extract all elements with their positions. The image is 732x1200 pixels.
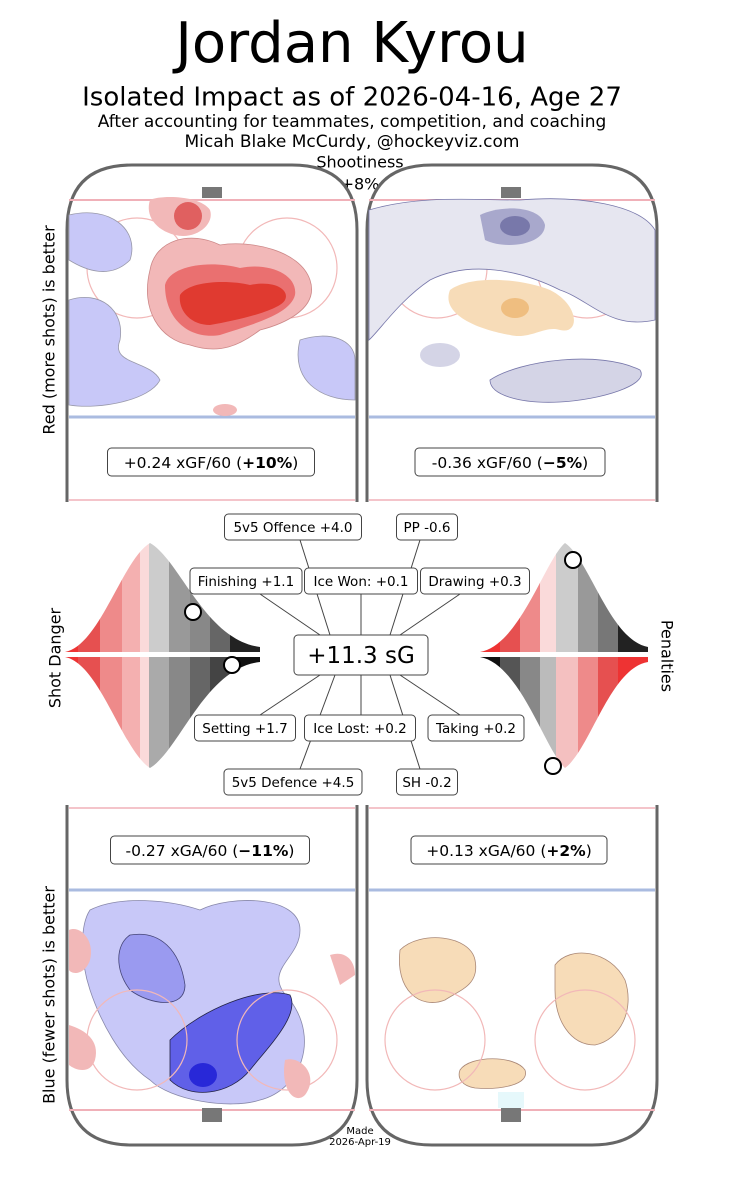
panel-label-box bbox=[410, 835, 608, 865]
component-label-box bbox=[224, 513, 362, 541]
component-label: Taking +0.2 bbox=[435, 721, 516, 737]
total-sg-box bbox=[293, 634, 429, 676]
context: After accounting for teammates, competit… bbox=[98, 112, 607, 132]
rink-offence-left bbox=[65, 163, 359, 502]
component-label-part: Ice Won: +0.1 bbox=[314, 574, 409, 590]
panel-label-part: +2% bbox=[546, 842, 586, 860]
component-label-part: Finishing +1.1 bbox=[198, 574, 294, 590]
component-label: 5v5 Offence +4.0 bbox=[233, 520, 352, 536]
panel-label-box bbox=[110, 835, 310, 865]
panel-label: -0.36 xGF/60 (−5%) bbox=[432, 454, 588, 472]
panel-label: +0.24 xGF/60 (+10%) bbox=[124, 454, 299, 472]
panel-label-part: +0.24 xGF/60 ( bbox=[124, 454, 242, 472]
panel-label-part: ) bbox=[292, 454, 298, 472]
shot-danger-label: Shot Danger bbox=[46, 607, 65, 708]
component-label: Drawing +0.3 bbox=[428, 574, 521, 590]
made-date: 2026-Apr-19 bbox=[329, 1137, 391, 1148]
component-label: SH -0.2 bbox=[402, 775, 451, 791]
component-label: Ice Won: +0.1 bbox=[314, 574, 409, 590]
component-label: Finishing +1.1 bbox=[198, 574, 294, 590]
rink-offence-right bbox=[365, 163, 659, 502]
component-label: 5v5 Defence +4.5 bbox=[232, 775, 355, 791]
panel-label-part: ) bbox=[582, 454, 588, 472]
panel-label-part: -0.27 xGA/60 ( bbox=[126, 842, 239, 860]
panel-label-box bbox=[414, 447, 606, 477]
component-label-part: Taking +0.2 bbox=[435, 721, 516, 737]
component-label-part: PP -0.6 bbox=[404, 520, 451, 536]
component-label-box bbox=[396, 513, 458, 541]
panel-label-part: +10% bbox=[242, 454, 293, 472]
title: Jordan Kyrou bbox=[172, 11, 528, 76]
component-label-part: 5v5 Defence +4.5 bbox=[232, 775, 355, 791]
component-label-box bbox=[223, 768, 363, 796]
panel-label-part: ) bbox=[586, 842, 592, 860]
component-label-box bbox=[189, 567, 303, 595]
defence-axis-label: Blue (fewer shots) is better bbox=[40, 886, 59, 1104]
shootiness-label: Shootiness bbox=[316, 153, 403, 172]
made-label: Made bbox=[346, 1126, 373, 1137]
panel-label-part: ) bbox=[288, 842, 294, 860]
rink-defence-right bbox=[365, 805, 659, 1147]
component-label-part: Setting +1.7 bbox=[202, 721, 287, 737]
panel-label-part: −11% bbox=[238, 842, 289, 860]
component-label-box bbox=[396, 768, 458, 796]
component-label: Setting +1.7 bbox=[202, 721, 287, 737]
panel-label-part: -0.36 xGF/60 ( bbox=[432, 454, 543, 472]
panel-label-part: +0.13 xGA/60 ( bbox=[426, 842, 546, 860]
component-label-part: SH -0.2 bbox=[402, 775, 451, 791]
offence-axis-label: Red (more shots) is better bbox=[40, 225, 59, 435]
component-label-part: Ice Lost: +0.2 bbox=[313, 721, 407, 737]
panel-label-part: −5% bbox=[543, 454, 583, 472]
component-label-box bbox=[427, 714, 525, 742]
component-label: Ice Lost: +0.2 bbox=[313, 721, 407, 737]
component-label-box bbox=[304, 714, 416, 742]
panel-label: -0.27 xGA/60 (−11%) bbox=[126, 842, 295, 860]
component-label: PP -0.6 bbox=[404, 520, 451, 536]
component-label-box bbox=[194, 714, 296, 742]
shootiness-value: +8% bbox=[341, 175, 380, 194]
component-label-box bbox=[420, 567, 530, 595]
total-sg: +11.3 sG bbox=[307, 643, 415, 669]
component-boxes: 5v5 Offence +4.0 PP -0.6 Finishing +1.1 Ice… bbox=[107, 447, 608, 865]
panel-label: +0.13 xGA/60 (+2%) bbox=[426, 842, 592, 860]
total-sg-part: +11.3 sG bbox=[307, 643, 415, 669]
subtitle: Isolated Impact as of 2026-04-16, Age 27 bbox=[82, 83, 622, 113]
rink-defence-left bbox=[65, 805, 359, 1147]
panel-label-box bbox=[107, 447, 315, 477]
component-label-part: Drawing +0.3 bbox=[428, 574, 521, 590]
component-label-box bbox=[304, 567, 418, 595]
component-label-part: 5v5 Offence +4.0 bbox=[233, 520, 352, 536]
author: Micah Blake McCurdy, @hockeyviz.com bbox=[185, 132, 520, 152]
penalties-label: Penalties bbox=[658, 620, 677, 692]
